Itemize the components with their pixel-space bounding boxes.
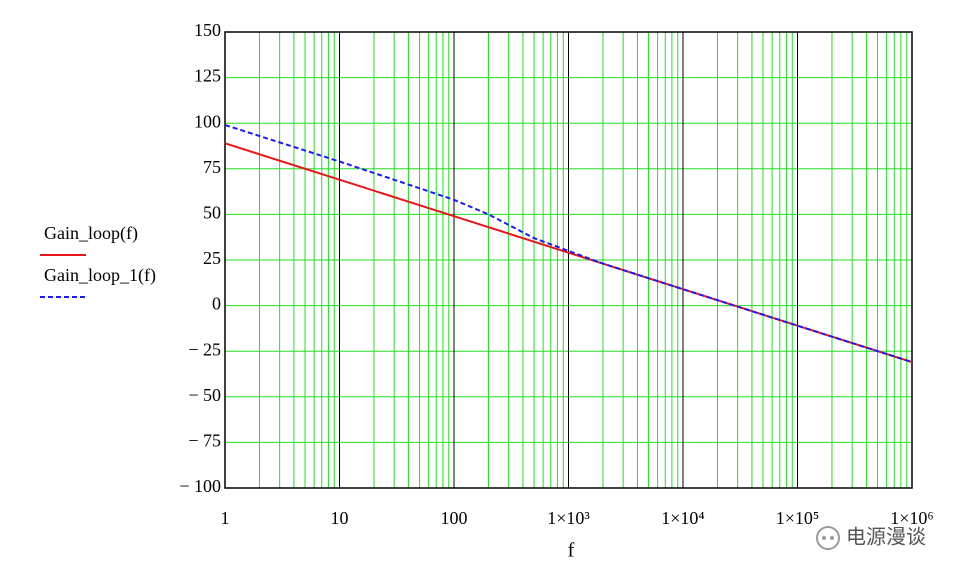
series-line <box>224 124 913 364</box>
y-tick-label: − 100 <box>179 476 221 496</box>
x-tick-label: 1×10³ <box>547 508 590 528</box>
y-tick-label: − 25 <box>188 339 221 359</box>
y-tick-label: 150 <box>194 20 221 40</box>
watermark-icon <box>816 526 840 550</box>
plot-frame <box>224 31 913 489</box>
y-tick-label: 0 <box>212 294 221 314</box>
x-tick-label: 100 <box>441 508 468 528</box>
x-tick-label: 1 <box>221 508 230 528</box>
watermark: 电源漫谈 <box>846 525 926 549</box>
x-tick-label: 1×10⁶ <box>890 508 933 528</box>
series-line <box>224 142 913 364</box>
legend-label: Gain_loop(f) <box>44 223 138 244</box>
y-tick-label: − 75 <box>188 431 221 451</box>
y-tick-label: 75 <box>203 157 221 177</box>
x-tick-label: 10 <box>331 508 349 528</box>
x-tick-label: 1×10⁵ <box>776 508 819 528</box>
y-tick-label: − 50 <box>188 385 221 405</box>
legend-label: Gain_loop_1(f) <box>44 265 156 286</box>
y-tick-label: 125 <box>194 66 221 86</box>
y-tick-label: 100 <box>194 111 221 131</box>
x-tick-label: 1×10⁴ <box>661 508 704 528</box>
y-tick-label: 25 <box>203 248 221 268</box>
x-axis-label: f <box>568 540 575 562</box>
y-tick-label: 50 <box>203 203 221 223</box>
